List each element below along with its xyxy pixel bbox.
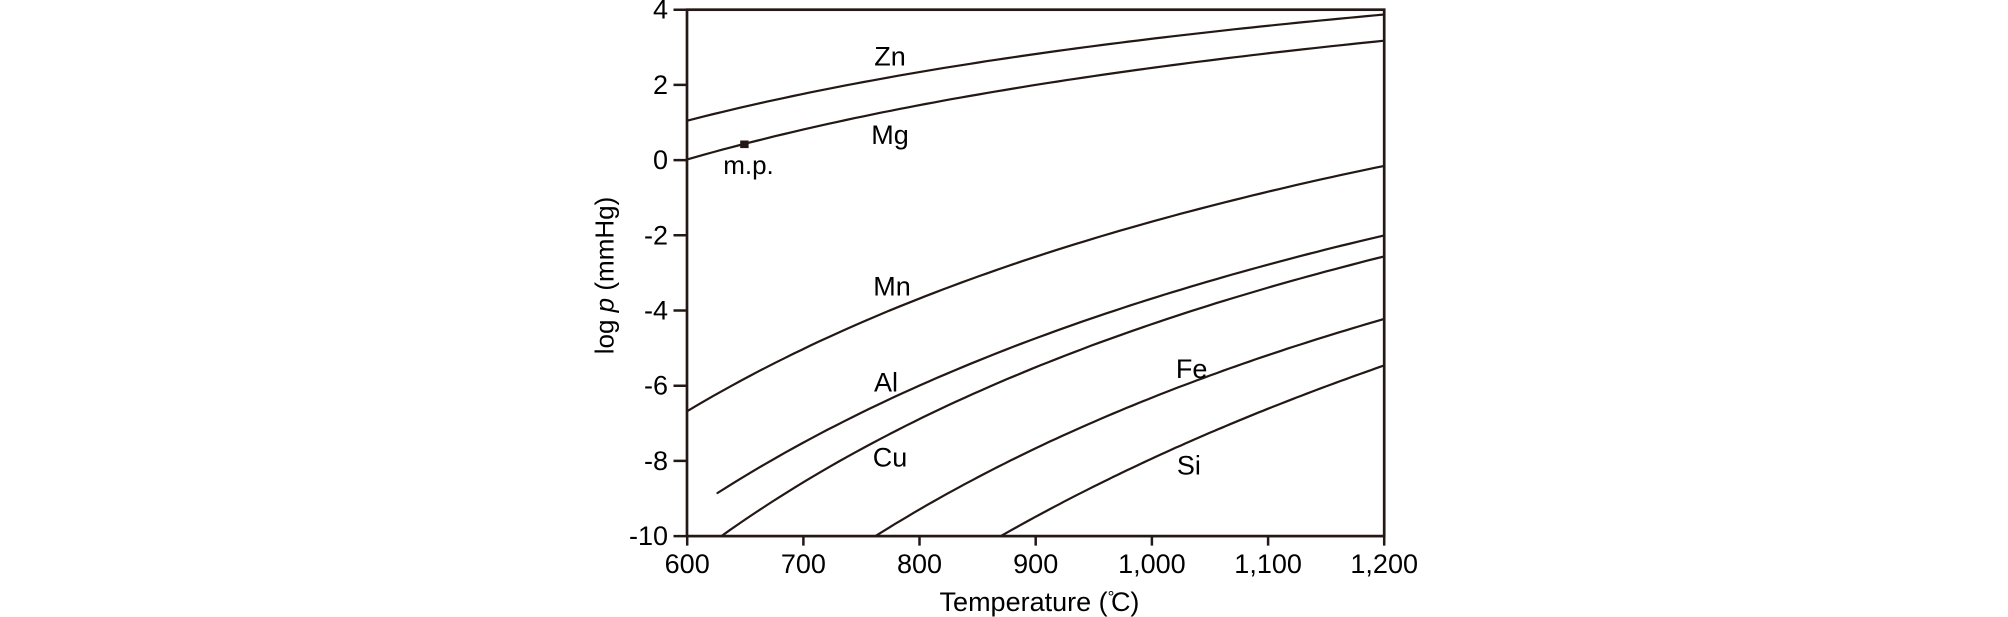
svg-text:Cu: Cu	[873, 443, 908, 473]
svg-text:-4: -4	[644, 296, 668, 326]
svg-text:900: 900	[1013, 549, 1058, 579]
svg-text:log p (mmHg): log p (mmHg)	[590, 197, 620, 354]
svg-text:-6: -6	[644, 371, 668, 401]
svg-text:-8: -8	[644, 446, 668, 476]
svg-text:600: 600	[665, 549, 710, 579]
svg-text:Zn: Zn	[874, 42, 906, 72]
svg-text:800: 800	[897, 549, 942, 579]
svg-text:Fe: Fe	[1176, 354, 1208, 384]
svg-text:Al: Al	[874, 368, 898, 398]
svg-text:1,200: 1,200	[1350, 549, 1418, 579]
svg-text:1,000: 1,000	[1118, 549, 1186, 579]
svg-text:-10: -10	[629, 521, 668, 551]
svg-text:Si: Si	[1177, 451, 1201, 481]
svg-text:4: 4	[653, 0, 668, 25]
svg-text:2: 2	[653, 70, 668, 100]
svg-text:Mg: Mg	[871, 120, 909, 150]
svg-text:0: 0	[653, 145, 668, 175]
svg-text:m.p.: m.p.	[723, 150, 774, 180]
svg-text:Mn: Mn	[873, 272, 911, 302]
svg-text:Temperature (°C): Temperature (°C)	[940, 587, 1140, 617]
svg-text:-2: -2	[644, 220, 668, 250]
svg-text:700: 700	[781, 549, 826, 579]
svg-text:1,100: 1,100	[1234, 549, 1302, 579]
